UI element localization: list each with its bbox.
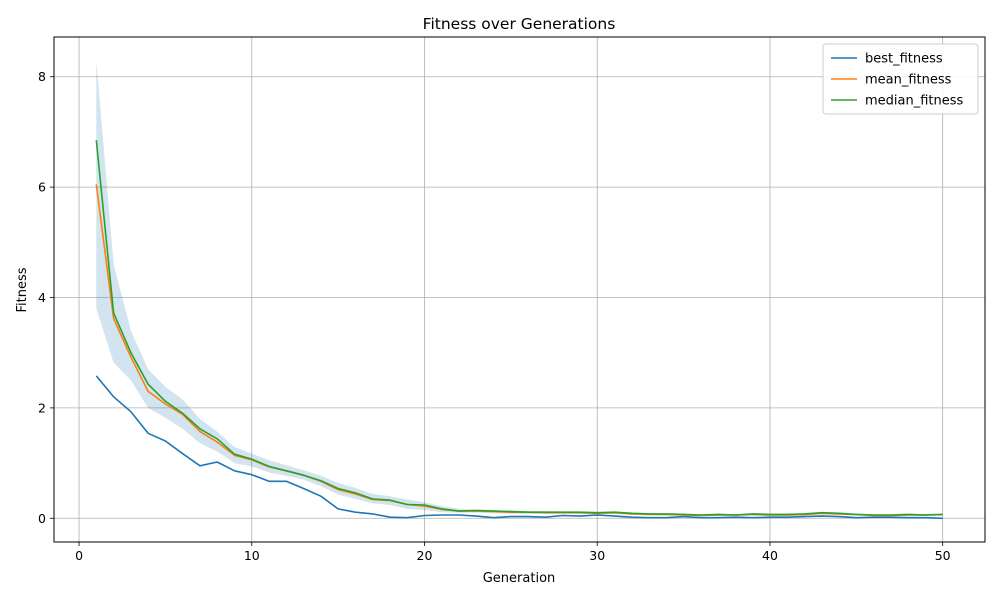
y-axis-label: Fitness xyxy=(15,267,30,312)
y-tick-label: 8 xyxy=(38,69,46,84)
series-lines xyxy=(95,140,943,520)
legend: best_fitness mean_fitness median_fitness xyxy=(822,43,979,115)
x-tick-label: 0 xyxy=(75,548,83,563)
best-fitness-line xyxy=(95,375,943,520)
legend-label: mean_fitness xyxy=(865,73,952,88)
x-axis-label: Generation xyxy=(483,571,556,586)
x-tick-label: 30 xyxy=(589,548,605,563)
median-fitness-line xyxy=(95,140,943,516)
legend-label: best_fitness xyxy=(865,52,943,67)
x-tick-label: 20 xyxy=(417,548,433,563)
x-tick-label: 50 xyxy=(935,548,951,563)
y-tick-label: 6 xyxy=(38,180,46,195)
x-axis-ticks: 0 10 20 30 40 50 xyxy=(75,542,951,563)
y-tick-label: 0 xyxy=(38,511,46,526)
y-tick-label: 4 xyxy=(38,290,46,305)
chart-title: Fitness over Generations xyxy=(423,15,616,33)
plot-frame xyxy=(53,36,986,543)
legend-box xyxy=(822,43,979,115)
legend-label: median_fitness xyxy=(865,94,964,109)
x-tick-label: 40 xyxy=(762,548,778,563)
y-axis-ticks: 0 2 4 6 8 xyxy=(38,69,54,526)
x-tick-label: 10 xyxy=(244,548,260,563)
y-tick-label: 2 xyxy=(38,400,46,415)
